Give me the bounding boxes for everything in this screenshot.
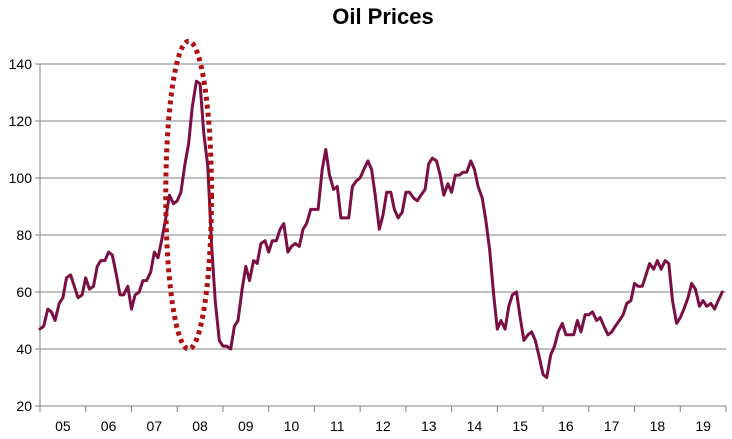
chart-title: Oil Prices [332,4,434,29]
y-tick-label: 80 [16,227,32,243]
y-tick-label: 140 [9,56,33,72]
x-tick-label: 13 [421,418,437,434]
y-tick-label: 100 [9,170,33,186]
x-tick-label: 17 [604,418,620,434]
x-tick-label: 16 [558,418,574,434]
x-tick-label: 14 [467,418,483,434]
y-tick-label: 40 [16,341,32,357]
x-tick-label: 18 [650,418,666,434]
y-tick-labels: 20 40 60 80 100 120 140 [9,56,33,414]
x-tick-labels: 05 06 07 08 09 10 11 12 13 14 15 16 17 18 19 [55,418,711,434]
x-tick-label: 09 [238,418,254,434]
x-tick-label: 06 [101,418,117,434]
axes [35,63,727,412]
x-tick-label: 05 [55,418,71,434]
gridlines [40,63,726,350]
x-tick-label: 19 [695,418,711,434]
x-tick-label: 08 [192,418,208,434]
y-tick-label: 120 [9,113,33,129]
x-tick-label: 07 [147,418,163,434]
x-tick-label: 11 [330,418,345,434]
y-tick-label: 20 [16,398,32,414]
series-line [38,79,724,379]
x-tick-label: 12 [375,418,391,434]
x-tick-label: 15 [512,418,528,434]
annotation-layer [163,38,214,352]
y-tick-label: 60 [16,284,32,300]
highlight-ellipse [163,38,214,352]
x-tick-label: 10 [284,418,300,434]
series-layer [38,79,724,379]
